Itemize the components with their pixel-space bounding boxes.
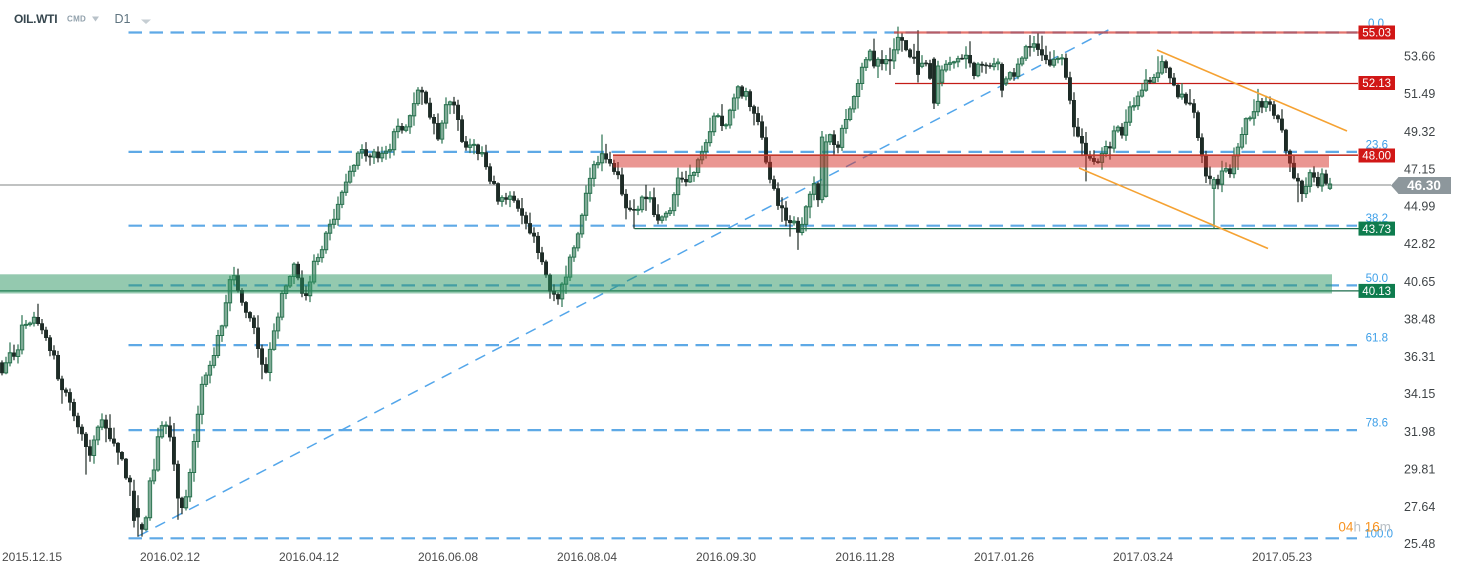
svg-text:49.32: 49.32 (1404, 125, 1435, 139)
svg-text:36.31: 36.31 (1404, 350, 1435, 364)
svg-text:38.48: 38.48 (1404, 312, 1435, 326)
svg-text:46.30: 46.30 (1407, 178, 1441, 193)
svg-text:31.98: 31.98 (1404, 425, 1435, 439)
svg-text:40.65: 40.65 (1404, 275, 1435, 289)
svg-text:100.0: 100.0 (1364, 529, 1393, 541)
svg-text:29.81: 29.81 (1404, 462, 1435, 476)
svg-text:34.15: 34.15 (1404, 387, 1435, 401)
svg-text:47.15: 47.15 (1404, 162, 1435, 176)
svg-text:2017.03.24: 2017.03.24 (1113, 550, 1173, 564)
svg-text:40.13: 40.13 (1362, 286, 1391, 298)
svg-text:51.49: 51.49 (1404, 87, 1435, 101)
svg-text:2016.04.12: 2016.04.12 (279, 550, 339, 564)
svg-text:2016.02.12: 2016.02.12 (140, 550, 200, 564)
svg-text:50.0: 50.0 (1366, 273, 1388, 285)
svg-text:27.64: 27.64 (1404, 500, 1435, 514)
svg-text:2016.08.04: 2016.08.04 (557, 550, 617, 564)
svg-text:2017.01.26: 2017.01.26 (974, 550, 1034, 564)
svg-text:2016.09.30: 2016.09.30 (696, 550, 756, 564)
svg-text:OIL.WTI: OIL.WTI (14, 12, 57, 26)
svg-text:42.82: 42.82 (1404, 237, 1435, 251)
svg-text:CMD: CMD (67, 15, 86, 24)
svg-text:2016.11.28: 2016.11.28 (835, 550, 894, 564)
svg-text:44.99: 44.99 (1404, 200, 1435, 214)
svg-text:04h 16m: 04h 16m (1338, 520, 1391, 535)
svg-text:2015.12.15: 2015.12.15 (2, 550, 62, 564)
svg-text:53.66: 53.66 (1404, 50, 1435, 64)
svg-text:2016.06.08: 2016.06.08 (418, 550, 478, 564)
svg-text:2017.05.23: 2017.05.23 (1252, 550, 1312, 564)
svg-text:D1: D1 (115, 12, 131, 26)
svg-text:52.13: 52.13 (1362, 78, 1391, 90)
svg-text:43.73: 43.73 (1362, 224, 1391, 236)
svg-text:55.03: 55.03 (1362, 28, 1391, 40)
svg-text:78.6: 78.6 (1366, 418, 1388, 430)
svg-text:25.48: 25.48 (1404, 537, 1435, 551)
svg-text:23.6: 23.6 (1366, 139, 1388, 151)
svg-text:61.8: 61.8 (1366, 333, 1388, 345)
svg-text:48.00: 48.00 (1362, 151, 1391, 163)
